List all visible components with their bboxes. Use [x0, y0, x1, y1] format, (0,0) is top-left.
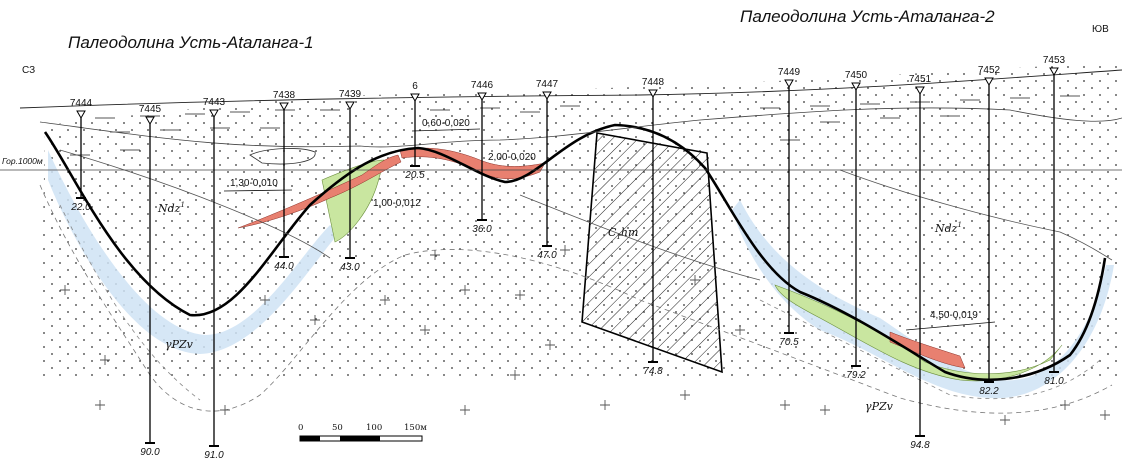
- direction-se: ЮВ: [1092, 24, 1109, 35]
- lithology-line-top: [19, 69, 1122, 109]
- borehole-collar-marker: [410, 93, 420, 103]
- borehole-id-label: 7449: [778, 67, 801, 78]
- scale-tick-0: 0: [298, 423, 303, 433]
- ore-body-1: [237, 154, 402, 229]
- borehole-id-label: 7450: [845, 70, 868, 81]
- borehole-6: 620.5: [404, 81, 425, 181]
- ore-label-5-underline: [905, 321, 996, 331]
- ore-body-2: [399, 147, 546, 179]
- title-ust-atalanga-1: Палеодолина Усть-Ataланга-1: [68, 33, 314, 52]
- ore-label-5: 4,50-0,019: [930, 310, 978, 321]
- borehole-depth-label: 91.0: [204, 450, 224, 461]
- unit-gpzv-left: γPZv: [165, 338, 194, 351]
- borehole-depth-label: 22.0: [70, 202, 91, 213]
- borehole-collar-marker: [345, 101, 355, 111]
- borehole-collar-marker: [1049, 67, 1059, 77]
- unit-ndz-right: Ndz1: [934, 221, 962, 235]
- borehole-7452: 7452 82.2: [978, 65, 1001, 397]
- scale-tick-150: 150м: [404, 423, 427, 433]
- direction-nw: СЗ: [22, 65, 35, 76]
- scale-tick-100: 100: [366, 423, 382, 433]
- borehole-depth-label: 70.5: [779, 337, 799, 348]
- borehole-collar-marker: [784, 79, 794, 89]
- ore-label-4: 1,00-0,012: [373, 198, 421, 209]
- borehole-id-label: 7445: [139, 104, 162, 115]
- boreholes: 7444 22.0 7445 90.0 7443 91.0 7438 44.0 7439 43.0…: [70, 55, 1066, 461]
- borehole-7449: 7449 70.5: [778, 67, 801, 348]
- borehole-depth-label: 90.0: [140, 447, 160, 458]
- borehole-depth-label: 82.2: [979, 386, 999, 397]
- ore-label-2: 1,30-0,010: [230, 178, 278, 189]
- chm-hatched-body: [581, 132, 723, 374]
- borehole-id-label: 7438: [273, 90, 296, 101]
- borehole-depth-label: 36.0: [472, 224, 492, 235]
- borehole-7447: 7447 47.0: [536, 79, 559, 261]
- borehole-depth-label: 44.0: [274, 261, 294, 272]
- borehole-7444: 7444 22.0: [70, 98, 93, 213]
- borehole-depth-label: 47.0: [537, 250, 557, 261]
- borehole-depth-label: 20.5: [404, 170, 425, 181]
- contact-dashed-2: [59, 204, 1101, 401]
- borehole-collar-marker: [542, 91, 552, 101]
- borehole-collar-marker: [209, 109, 219, 119]
- borehole-collar-marker: [851, 82, 861, 92]
- borehole-7446: 7446 36.0: [471, 80, 494, 235]
- borehole-id-label: 7453: [1043, 55, 1066, 66]
- lithology-line-lens: [39, 107, 1122, 148]
- borehole-7445: 7445 90.0: [139, 104, 162, 458]
- borehole-7443: 7443 91.0: [203, 97, 226, 461]
- unit-chm: C1hm: [608, 226, 638, 241]
- borehole-7453: 7453 81.0: [1043, 55, 1066, 387]
- scale-tick-50: 50: [332, 423, 343, 433]
- ore-label-3: 2,00-0,020: [488, 152, 536, 163]
- borehole-collar-marker: [76, 110, 86, 120]
- borehole-id-label: 7444: [70, 98, 93, 109]
- ore-label-1: 0,60-0,020: [422, 118, 470, 129]
- aquifer-zone-left: [48, 150, 340, 354]
- borehole-7450: 7450 79.2: [845, 70, 868, 381]
- title-ust-atalanga-2: Палеодолина Усть-Aталанга-2: [740, 7, 995, 26]
- scale-bar: 0 50 100 150м: [298, 423, 427, 442]
- ore-label-2-underline: [223, 189, 293, 192]
- basement-crosses: [60, 245, 1110, 425]
- bedrock-surface: [43, 123, 1107, 381]
- sand-lens: [249, 148, 316, 165]
- borehole-collar-marker: [145, 116, 155, 126]
- borehole-7448: 7448 74.8: [642, 77, 665, 377]
- unit-gpzv-right: γPZv: [865, 400, 894, 413]
- borehole-id-label: 6: [412, 81, 418, 92]
- borehole-depth-label: 94.8: [910, 440, 930, 451]
- borehole-id-label: 7446: [471, 80, 494, 91]
- borehole-depth-label: 79.2: [846, 370, 866, 381]
- level-1000m-label: Гор.1000м: [2, 156, 43, 166]
- borehole-collar-marker: [648, 89, 658, 99]
- borehole-collar-marker: [984, 77, 994, 87]
- borehole-depth-label: 74.8: [643, 366, 663, 377]
- borehole-7451: 7451 94.8: [909, 74, 932, 451]
- borehole-7439: 7439 43.0: [339, 89, 362, 273]
- upper-sediment-dots: [40, 62, 1122, 380]
- lithology-line-mid: [59, 149, 1113, 281]
- borehole-id-label: 7451: [909, 74, 932, 85]
- borehole-id-label: 7447: [536, 79, 559, 90]
- ore-label-1-underline: [411, 128, 481, 132]
- clay-strokes: [70, 95, 1080, 156]
- unit-ndz-left: Ndz1: [157, 201, 185, 215]
- borehole-id-label: 7452: [978, 65, 1001, 76]
- borehole-depth-label: 43.0: [340, 262, 360, 273]
- borehole-id-label: 7448: [642, 77, 665, 88]
- borehole-id-label: 7439: [339, 89, 362, 100]
- borehole-7438: 7438 44.0: [273, 90, 296, 272]
- borehole-collar-marker: [477, 92, 487, 102]
- borehole-collar-marker: [915, 86, 925, 96]
- borehole-id-label: 7443: [203, 97, 226, 108]
- borehole-collar-marker: [279, 102, 289, 112]
- borehole-depth-label: 81.0: [1044, 376, 1064, 387]
